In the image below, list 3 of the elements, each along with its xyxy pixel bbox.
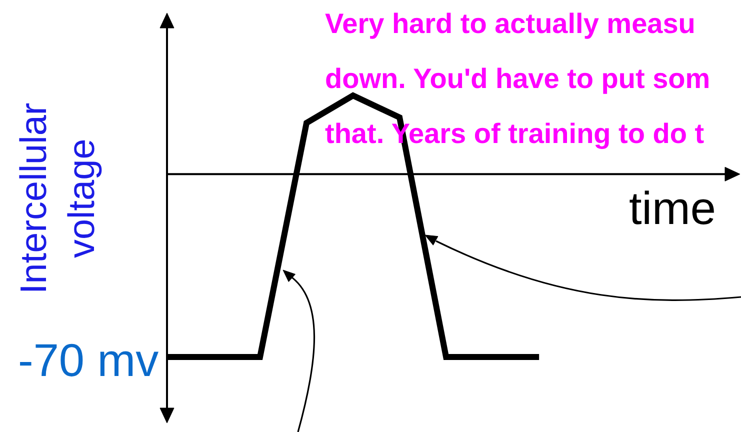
y-axis-title: Intercellular voltage [13, 102, 102, 294]
annotation: -70 mv [18, 334, 159, 386]
x-axis-title: time [629, 182, 716, 234]
